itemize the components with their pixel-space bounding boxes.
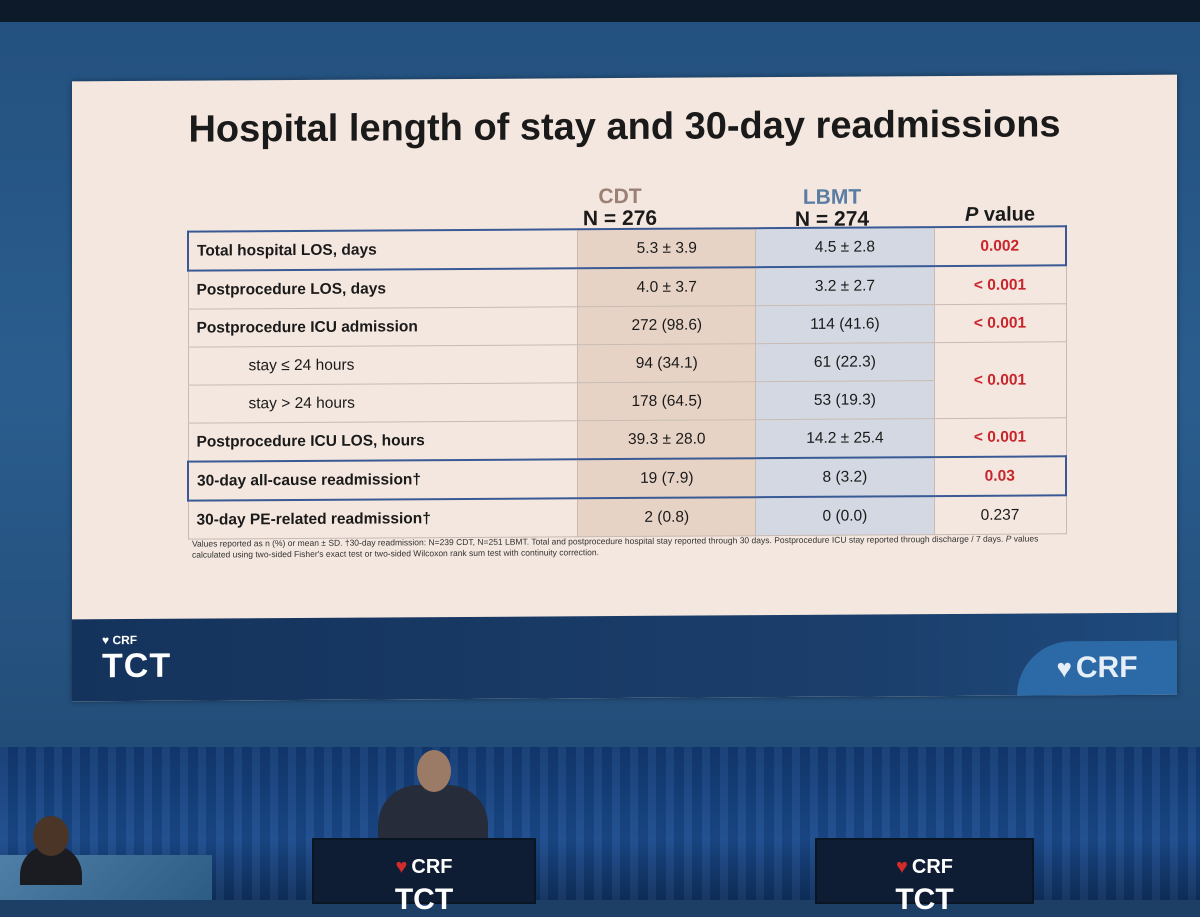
row-label: stay ≤ 24 hours bbox=[188, 344, 578, 386]
p-value: 0.002 bbox=[934, 226, 1066, 267]
cdt-group-label: CDT bbox=[598, 184, 642, 209]
cdt-value: 272 (98.6) bbox=[577, 305, 756, 345]
podium-left-crf-text: CRF bbox=[411, 856, 453, 878]
lbmt-group-label: LBMT bbox=[802, 185, 862, 209]
crf-logo-text: CRF bbox=[1075, 650, 1138, 685]
ceiling bbox=[0, 0, 1200, 22]
crf-small-text: CRF bbox=[112, 632, 138, 648]
row-label: 30-day PE-related readmission† bbox=[188, 498, 578, 540]
speaker-body bbox=[378, 785, 488, 845]
row-label: Postprocedure LOS, days bbox=[188, 268, 578, 310]
podium-left-tct: TCT bbox=[394, 883, 454, 916]
table-row: 30-day all-cause readmission† 19 (7.9) 8… bbox=[188, 456, 1066, 501]
row-label: Total hospital LOS, days bbox=[188, 229, 578, 271]
cdt-value: 5.3 ± 3.9 bbox=[577, 228, 756, 269]
tct-text: TCT bbox=[102, 646, 172, 686]
results-table: Total hospital LOS, days 5.3 ± 3.9 4.5 ±… bbox=[187, 225, 1067, 540]
cdt-value: 19 (7.9) bbox=[577, 458, 756, 499]
p-italic: P bbox=[964, 203, 979, 226]
cdt-value: 4.0 ± 3.7 bbox=[577, 267, 756, 307]
crf-heart-icon: ♥ bbox=[1056, 653, 1072, 684]
p-rest: value bbox=[978, 203, 1036, 226]
p-value: 0.237 bbox=[934, 495, 1066, 535]
table-row: Postprocedure LOS, days 4.0 ± 3.7 3.2 ± … bbox=[188, 265, 1066, 310]
cdt-value: 2 (0.8) bbox=[577, 497, 756, 537]
table-row: stay ≤ 24 hours 94 (34.1) 61 (22.3) < 0.… bbox=[188, 341, 1066, 419]
lbmt-value: 53 (19.3) bbox=[755, 380, 935, 420]
heart-icon: ♥ bbox=[896, 856, 908, 878]
heart-icon: ♥ bbox=[395, 856, 408, 878]
cdt-value: 178 (64.5) bbox=[577, 381, 756, 421]
p-value: < 0.001 bbox=[934, 303, 1066, 343]
lbmt-value: 14.2 ± 25.4 bbox=[755, 418, 935, 459]
p-value: < 0.001 bbox=[934, 265, 1066, 305]
podium-right-tct: TCT bbox=[895, 883, 954, 916]
seated-person-head bbox=[33, 816, 69, 856]
slide-footer: ♥ CRF TCT ♥ CRF bbox=[72, 612, 1177, 702]
column-header-lbmt: LBMT N = 274 bbox=[752, 186, 912, 231]
slide-title: Hospital length of stay and 30-day readm… bbox=[188, 103, 1061, 151]
tct-logo: ♥ CRF TCT bbox=[102, 633, 171, 686]
slide: Hospital length of stay and 30-day readm… bbox=[72, 74, 1177, 702]
lbmt-value: 0 (0.0) bbox=[755, 496, 935, 536]
column-header-cdt: CDT N = 276 bbox=[540, 184, 700, 231]
table-row: Postprocedure ICU LOS, hours 39.3 ± 28.0… bbox=[188, 417, 1066, 462]
crf-small-label: ♥ CRF bbox=[102, 633, 171, 647]
speaker-head bbox=[417, 750, 451, 792]
cdt-value: 94 (34.1) bbox=[577, 343, 756, 383]
footnote: Values reported as n (%) or mean ± SD. †… bbox=[192, 533, 1072, 560]
table-row: 30-day PE-related readmission† 2 (0.8) 0… bbox=[188, 495, 1066, 540]
projection-screen: Hospital length of stay and 30-day readm… bbox=[0, 22, 1200, 747]
crf-logo: ♥ CRF bbox=[1017, 640, 1177, 696]
row-label: Postprocedure ICU LOS, hours bbox=[188, 420, 578, 462]
podium-right: ♥ CRF TCT bbox=[815, 838, 1034, 916]
row-label: Postprocedure ICU admission bbox=[188, 306, 578, 348]
lbmt-value: 3.2 ± 2.7 bbox=[755, 266, 935, 306]
table-row: Postprocedure ICU admission 272 (98.6) 1… bbox=[188, 303, 1066, 348]
lbmt-value: 61 (22.3) bbox=[755, 342, 935, 382]
lbmt-value: 114 (41.6) bbox=[755, 304, 935, 344]
column-header-p-value: P value bbox=[930, 203, 1070, 227]
podium-right-crf-text: CRF bbox=[911, 856, 953, 878]
lbmt-value: 4.5 ± 2.8 bbox=[755, 227, 935, 268]
podium-left-crf: ♥ CRF bbox=[314, 856, 534, 879]
podium-left: ♥ CRF TCT bbox=[312, 838, 536, 916]
p-value: < 0.001 bbox=[934, 341, 1066, 419]
podium-right-crf: ♥ CRF bbox=[817, 856, 1032, 879]
p-value: < 0.001 bbox=[934, 417, 1066, 458]
row-label: stay > 24 hours bbox=[188, 382, 578, 424]
row-label: 30-day all-cause readmission† bbox=[188, 459, 578, 501]
p-value: 0.03 bbox=[934, 456, 1066, 497]
crf-heart-icon: ♥ bbox=[102, 633, 113, 648]
table-row: Total hospital LOS, days 5.3 ± 3.9 4.5 ±… bbox=[188, 226, 1066, 271]
lbmt-value: 8 (3.2) bbox=[755, 457, 935, 498]
cdt-value: 39.3 ± 28.0 bbox=[577, 419, 756, 460]
